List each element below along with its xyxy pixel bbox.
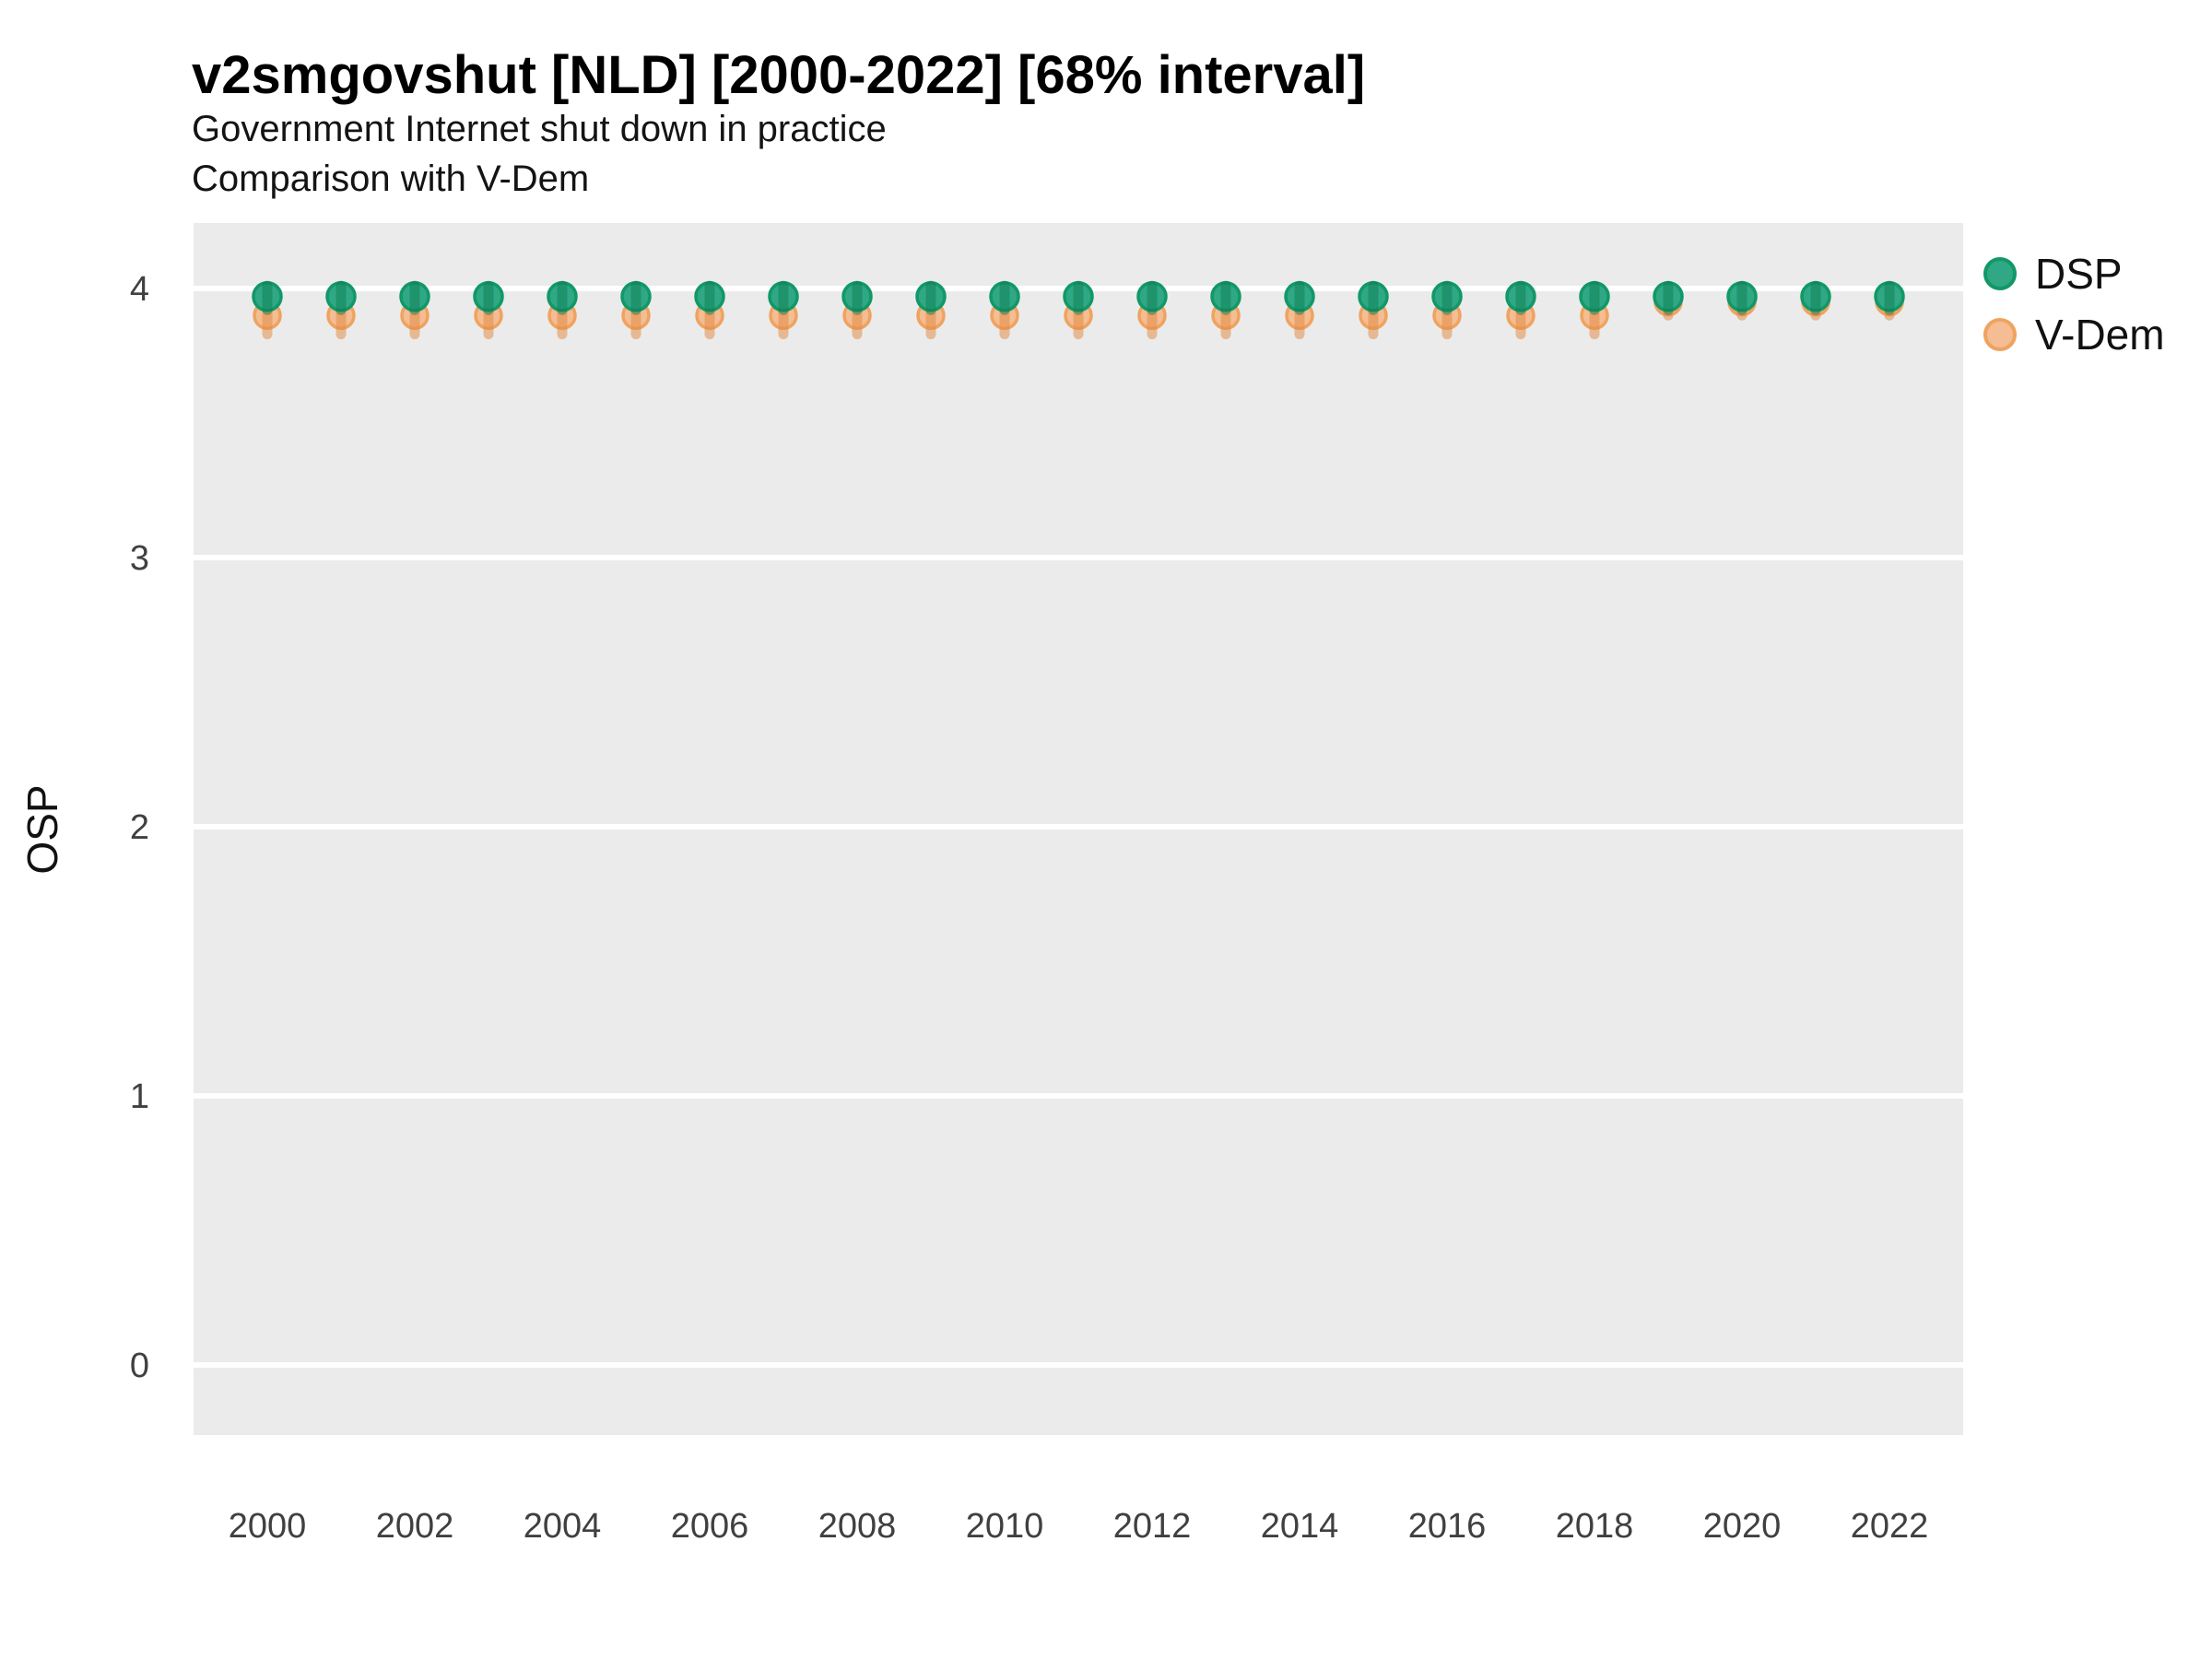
- dsp-point-2002: [399, 281, 430, 312]
- dsp-point-2013: [1210, 281, 1241, 312]
- legend-label-vdem: V-Dem: [2035, 311, 2165, 359]
- x-tick-2020: 2020: [1703, 1507, 1782, 1546]
- dsp-point-2014: [1284, 281, 1315, 312]
- dsp-point-2004: [547, 281, 578, 312]
- chart-title: v2smgovshut [NLD] [2000-2022] [68% inter…: [192, 45, 1366, 105]
- x-tick-2000: 2000: [229, 1507, 307, 1546]
- dsp-point-2005: [620, 281, 652, 312]
- dsp-point-2001: [325, 281, 357, 312]
- dsp-legend-dot-icon: [1983, 257, 2017, 290]
- x-tick-2016: 2016: [1408, 1507, 1487, 1546]
- dsp-point-2006: [694, 281, 725, 312]
- legend-item-dsp: DSP: [1983, 247, 2165, 300]
- x-tick-2002: 2002: [376, 1507, 454, 1546]
- dsp-point-2018: [1579, 281, 1610, 312]
- y-tick-1: 1: [130, 1077, 149, 1116]
- x-axis-tick-labels: 2000 2002 2004 2006 2008 2010 2012 2014 2016 2018…: [229, 1507, 1929, 1546]
- y-tick-3: 3: [130, 539, 149, 578]
- dsp-point-2010: [989, 281, 1020, 312]
- dsp-point-2009: [915, 281, 947, 312]
- dsp-point-2022: [1874, 281, 1905, 312]
- data-points: [252, 280, 1905, 340]
- y-tick-4: 4: [130, 270, 149, 309]
- dsp-point-2000: [252, 281, 283, 312]
- dsp-point-2020: [1726, 281, 1758, 312]
- dsp-point-2017: [1505, 281, 1536, 312]
- x-tick-2004: 2004: [524, 1507, 602, 1546]
- y-axis-title: OSP: [18, 784, 66, 874]
- dsp-point-2021: [1800, 281, 1831, 312]
- y-tick-2: 2: [130, 808, 149, 847]
- legend: DSP V-Dem: [1983, 247, 2165, 361]
- x-tick-2014: 2014: [1261, 1507, 1339, 1546]
- chart-subtitle-2: Comparison with V-Dem: [192, 159, 590, 199]
- x-tick-2012: 2012: [1113, 1507, 1192, 1546]
- x-tick-2006: 2006: [671, 1507, 749, 1546]
- dsp-point-2007: [768, 281, 799, 312]
- dsp-point-2011: [1063, 281, 1094, 312]
- x-tick-2022: 2022: [1851, 1507, 1929, 1546]
- x-tick-2008: 2008: [818, 1507, 897, 1546]
- y-tick-0: 0: [130, 1347, 149, 1385]
- vdem-legend-dot-icon: [1983, 318, 2017, 351]
- legend-item-vdem: V-Dem: [1983, 308, 2165, 361]
- dsp-point-2012: [1136, 281, 1168, 312]
- legend-label-dsp: DSP: [2035, 250, 2123, 298]
- x-tick-2018: 2018: [1556, 1507, 1634, 1546]
- dsp-point-2003: [473, 281, 504, 312]
- dsp-point-2008: [841, 281, 873, 312]
- y-axis-tick-labels: 0 1 2 3 4: [130, 270, 149, 1385]
- chart-subtitle-1: Government Internet shut down in practic…: [192, 109, 887, 149]
- dsp-point-2019: [1653, 281, 1684, 312]
- dsp-point-2015: [1358, 281, 1389, 312]
- x-tick-2010: 2010: [966, 1507, 1044, 1546]
- dsp-point-2016: [1431, 281, 1463, 312]
